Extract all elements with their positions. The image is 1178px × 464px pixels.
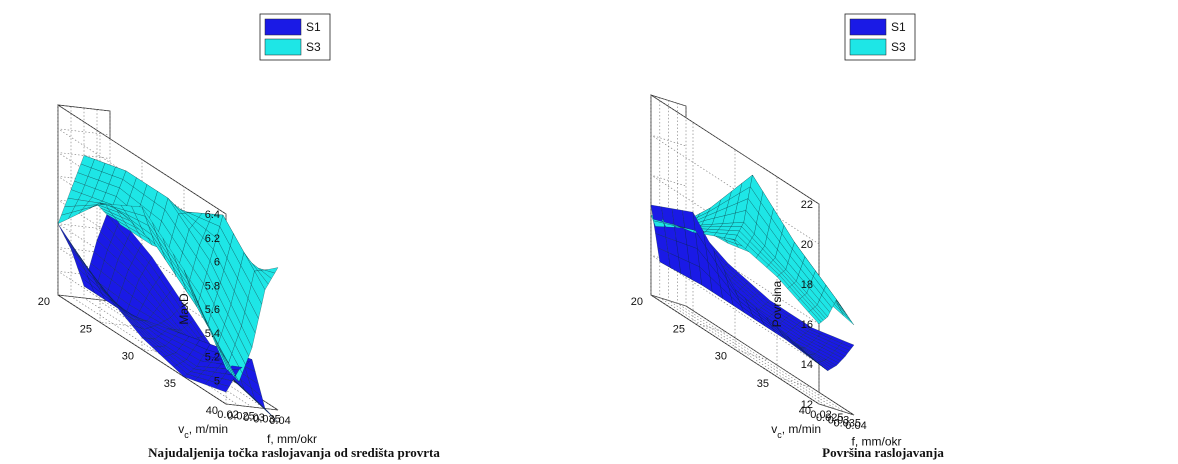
maxd-surface-chart: 5 5.2 5.4 5.6 5.8 6 6.2 6.4 0.020.0250.030.0350.…: [38, 13, 440, 460]
surface-patch-s3: [808, 310, 822, 325]
z-tick-label: 22: [801, 199, 813, 211]
y-axis-label-unit: , m/min: [189, 422, 228, 436]
chart-caption: Najudaljenija točka raslojavanja od sred…: [148, 445, 440, 460]
surface-patch-s1: [215, 383, 230, 393]
surface-patch-s1: [808, 354, 822, 366]
chart-caption: Površina raslojavanja: [822, 445, 944, 460]
y-axis-label-var: v: [771, 422, 777, 436]
v-gridline: [57, 105, 111, 302]
x-axis-label: f, mm/okr: [852, 435, 902, 449]
surface-patch-s3: [215, 343, 230, 372]
x-tick-label: 0.04: [269, 415, 290, 427]
legend-label-s3: S3: [306, 40, 321, 54]
z-tick-label: 18: [801, 279, 813, 291]
legend-label-s1: S1: [891, 20, 906, 34]
z-tick-label: 6.2: [205, 233, 220, 245]
y-tick-label: 25: [80, 323, 92, 335]
f-gridline: [677, 103, 846, 413]
legend-label-s1: S1: [306, 20, 321, 34]
legend-swatch-s3: [264, 38, 302, 56]
x-tick-label: 0.03: [828, 415, 849, 427]
z-tick-label: 6: [214, 257, 220, 269]
z-tick-label: 5: [214, 375, 220, 387]
y-tick-label: 20: [631, 296, 643, 308]
z-tick-label: 6.4: [205, 209, 220, 221]
z-tick-label: 5.6: [205, 304, 220, 316]
z-tick-label: 12: [801, 399, 813, 411]
z-tick-label: 5.4: [205, 328, 220, 340]
y-tick-label: 40: [799, 405, 811, 417]
x-tick-label: 0.025: [227, 411, 255, 423]
z-tick-label: 5.2: [205, 352, 220, 364]
surface-mesh: [57, 155, 279, 423]
x-tick-label: 0.035: [253, 414, 281, 426]
chart-panel-povrsina: 12 14 16 18 20 22 0.02 0.025 0.03 0.035 0.04 20 25 30…: [589, 0, 1178, 464]
y-axis-label-sub: c: [184, 430, 189, 440]
x-tick-label: 0.02: [217, 409, 238, 421]
f-gridline: [650, 95, 820, 405]
plot-area: 5 5.2 5.4 5.6 5.8 6 6.2 6.4 0.020.0250.030.0350.…: [38, 13, 440, 460]
y-tick-label: 20: [38, 296, 50, 308]
z-axis-label: MaxD: [177, 293, 191, 325]
y-axis-label-var: v: [178, 422, 184, 436]
x-tick-label: 0.025: [816, 412, 844, 424]
z-tick-label: 5.8: [205, 280, 220, 292]
f-gridline: [659, 97, 828, 408]
x-axis-label: f, mm/okr: [267, 432, 317, 446]
surface-mesh: [650, 174, 855, 372]
y-axis-label-sub: c: [777, 430, 782, 440]
legend-swatch-s1: [849, 18, 887, 36]
y-tick-label: 35: [164, 378, 176, 390]
y-tick-label: 35: [757, 378, 769, 390]
x-tick-label: 0.02: [810, 409, 831, 421]
x-tick-label: 0.035: [833, 417, 861, 429]
legend-label-s3: S3: [891, 40, 906, 54]
z-tick-label: 20: [801, 239, 813, 251]
y-tick-label: 30: [122, 351, 134, 363]
y-axis-label: vc, m/min: [178, 422, 228, 440]
y-axis-label-unit: , m/min: [782, 422, 821, 436]
legend-swatch-s1: [264, 18, 302, 36]
y-tick-label: 25: [673, 323, 685, 335]
z-tick-label: 16: [801, 319, 813, 331]
chart-panel-maxd: 5 5.2 5.4 5.6 5.8 6 6.2 6.4 0.02 0.025 0.03 0.035 0.…: [38, 13, 440, 460]
x-tick-label: 0.03: [243, 412, 264, 424]
y-tick-label: 40: [206, 405, 218, 417]
x-tick-label: 0.04: [845, 420, 866, 432]
legend-swatch-s3: [849, 38, 887, 56]
z-axis-label: Povrsina: [770, 280, 784, 327]
z-tick-label: 14: [801, 359, 813, 371]
y-axis-label: vc, m/min: [771, 422, 821, 440]
y-tick-label: 30: [715, 351, 727, 363]
